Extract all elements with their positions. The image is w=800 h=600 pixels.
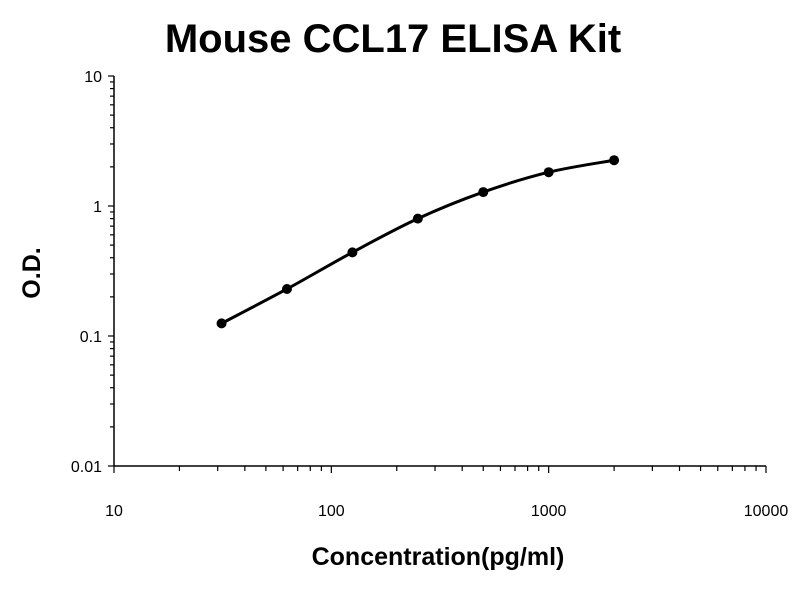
x-tick-label: 100 [318, 503, 345, 520]
x-tick-label: 1000 [531, 503, 567, 520]
data-point [609, 155, 620, 166]
series-layer [216, 155, 620, 329]
y-tick-label: 10 [84, 69, 102, 86]
data-point [478, 187, 489, 198]
x-axis-label: Concentration(pg/ml) [312, 543, 565, 571]
data-point [347, 247, 358, 258]
x-axis-ticks: 10 100 1000 10000 [105, 466, 788, 520]
y-tick-label: 0.1 [80, 329, 102, 346]
y-tick-label: 1 [93, 199, 102, 216]
y-tick-label: 0.01 [71, 459, 102, 476]
y-axis-ticks: 0.01 0.1 1 10 [71, 69, 114, 476]
chart-title: Mouse CCL17 ELISA Kit [165, 17, 621, 61]
data-point [281, 283, 292, 294]
data-point [216, 318, 227, 329]
fit-curve [220, 158, 616, 325]
data-point [543, 167, 554, 178]
y-axis-label: O.D. [18, 247, 46, 298]
data-point [412, 213, 423, 224]
x-tick-label: 10 [105, 503, 123, 520]
axes [113, 76, 766, 467]
x-tick-label: 10000 [744, 503, 789, 520]
